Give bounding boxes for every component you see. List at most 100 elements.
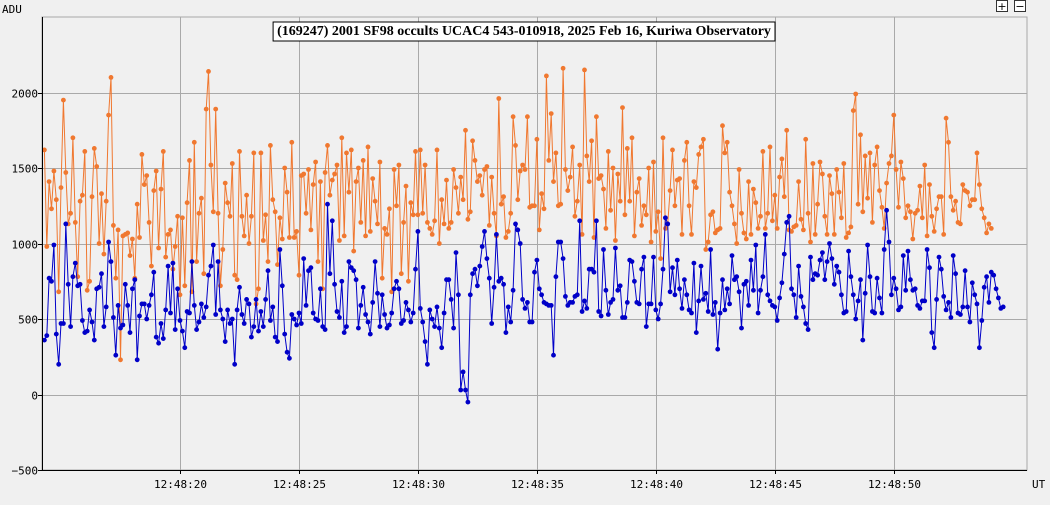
target-data-point xyxy=(456,292,461,298)
target-data-point xyxy=(351,268,357,274)
comparison-data-point xyxy=(746,179,751,185)
comparison-data-point xyxy=(508,210,514,216)
target-data-point xyxy=(789,286,794,292)
target-data-point xyxy=(924,247,930,252)
target-data-point xyxy=(301,256,307,261)
comparison-data-point xyxy=(496,96,502,101)
comparison-data-point xyxy=(453,185,459,191)
target-data-point xyxy=(824,259,830,264)
comparison-data-point xyxy=(246,241,252,246)
target-data-point xyxy=(234,307,240,313)
comparison-data-point xyxy=(589,138,594,144)
target-data-point xyxy=(712,300,718,305)
target-data-point xyxy=(677,286,682,292)
comparison-data-point xyxy=(582,67,587,73)
target-data-point xyxy=(810,277,816,283)
target-data-point xyxy=(891,275,897,281)
comparison-data-point xyxy=(406,278,411,284)
target-data-point xyxy=(332,281,337,287)
target-data-point xyxy=(517,241,523,246)
comparison-data-point xyxy=(781,194,787,200)
target-data-point xyxy=(377,324,383,329)
comparison-data-point xyxy=(401,220,406,225)
target-data-point xyxy=(272,334,278,340)
x-tick-label: 12:48:45 xyxy=(749,478,802,491)
comparison-data-point xyxy=(213,106,219,112)
comparison-data-point xyxy=(201,271,207,277)
target-data-point xyxy=(774,318,780,323)
comparison-data-point xyxy=(972,197,978,203)
target-data-point xyxy=(44,333,50,338)
comparison-data-point xyxy=(99,191,104,197)
target-data-point xyxy=(724,286,730,292)
target-data-point xyxy=(225,307,231,313)
comparison-data-point xyxy=(967,203,973,209)
target-data-point xyxy=(579,309,585,314)
comparison-data-point xyxy=(363,233,368,239)
comparison-data-point xyxy=(146,220,152,225)
series-target xyxy=(42,201,1006,405)
comparison-data-point xyxy=(210,209,216,215)
comparison-data-point xyxy=(472,158,478,163)
comparison-data-point xyxy=(553,150,559,156)
target-data-point xyxy=(49,278,54,284)
target-data-point xyxy=(889,292,894,298)
target-data-point xyxy=(591,269,597,275)
comparison-data-point xyxy=(610,165,616,171)
target-data-point xyxy=(232,361,238,367)
target-data-point xyxy=(648,301,654,307)
target-data-point xyxy=(667,289,673,295)
target-data-point xyxy=(268,318,273,323)
target-data-point xyxy=(805,327,811,332)
comparison-data-point xyxy=(325,143,330,148)
target-data-point xyxy=(372,259,378,264)
target-data-point xyxy=(282,331,288,337)
target-data-point xyxy=(522,306,528,311)
comparison-data-point xyxy=(61,97,66,103)
target-data-point xyxy=(831,281,837,287)
target-data-point xyxy=(415,229,421,234)
target-data-point xyxy=(275,339,280,344)
target-data-point xyxy=(705,309,711,314)
comparison-data-point xyxy=(196,210,202,216)
comparison-data-point xyxy=(486,223,492,228)
comparison-data-point xyxy=(520,162,525,168)
zoom-in-button[interactable]: + xyxy=(996,0,1008,13)
target-data-point xyxy=(339,278,345,284)
comparison-data-point xyxy=(689,232,694,237)
comparison-data-point xyxy=(470,138,475,144)
target-data-point xyxy=(451,325,456,331)
comparison-data-point xyxy=(282,165,288,171)
target-data-point xyxy=(991,272,997,278)
target-data-point xyxy=(520,297,525,302)
comparison-data-point xyxy=(767,144,773,150)
target-data-point xyxy=(208,263,214,269)
comparison-data-point xyxy=(541,206,547,212)
zoom-out-button[interactable]: − xyxy=(1014,0,1026,13)
target-data-point xyxy=(175,286,181,292)
target-data-point xyxy=(570,300,575,305)
comparison-data-point xyxy=(234,277,240,283)
comparison-data-point xyxy=(886,161,892,166)
target-data-point xyxy=(325,201,330,207)
target-data-point xyxy=(836,269,842,275)
target-data-point xyxy=(337,315,342,320)
comparison-data-point xyxy=(722,150,728,156)
target-data-point xyxy=(389,310,395,316)
comparison-data-point xyxy=(177,292,183,298)
series-comparison xyxy=(42,65,994,363)
comparison-data-point xyxy=(491,210,497,216)
target-data-point xyxy=(698,263,704,269)
comparison-data-point xyxy=(834,167,840,172)
target-data-point xyxy=(51,242,57,248)
target-data-point xyxy=(244,297,250,302)
target-data-point xyxy=(144,316,150,322)
comparison-data-point xyxy=(296,272,302,278)
comparison-data-point xyxy=(653,229,659,234)
comparison-data-point xyxy=(946,139,951,145)
target-data-point xyxy=(365,319,371,325)
x-tick-label: 12:48:30 xyxy=(392,478,445,491)
comparison-data-point xyxy=(741,230,747,236)
